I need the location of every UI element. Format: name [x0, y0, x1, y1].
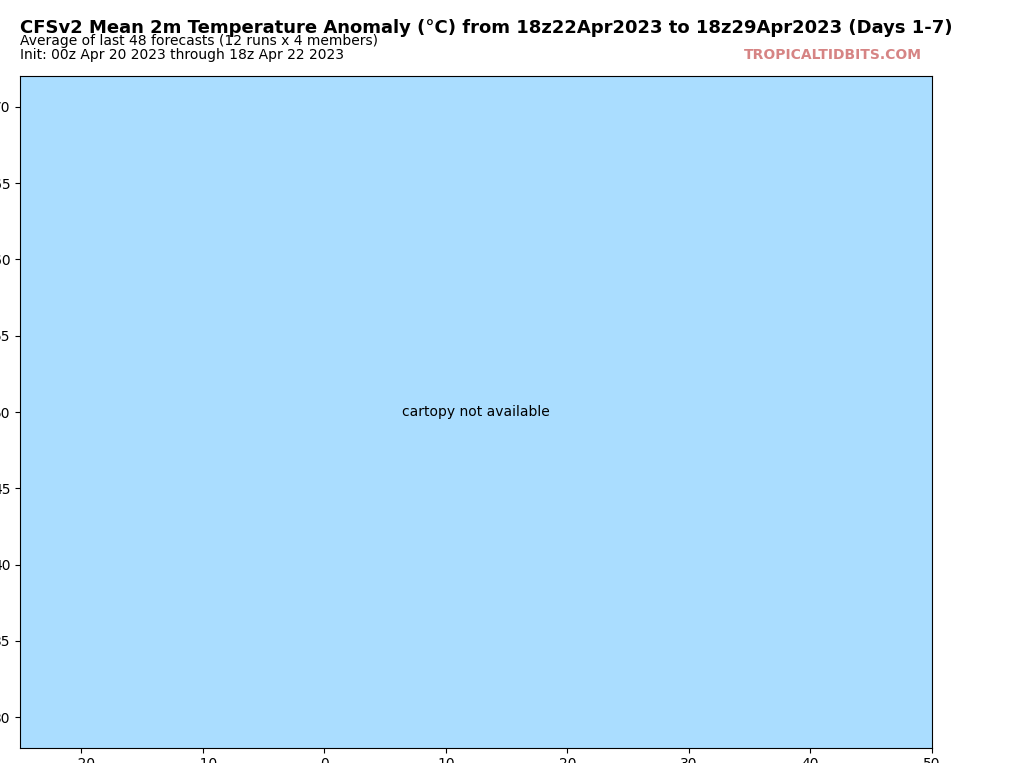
- Text: Average of last 48 forecasts (12 runs x 4 members): Average of last 48 forecasts (12 runs x …: [20, 34, 379, 48]
- Text: Init: 00z Apr 20 2023 through 18z Apr 22 2023: Init: 00z Apr 20 2023 through 18z Apr 22…: [20, 48, 344, 62]
- Text: CFSv2 Mean 2m Temperature Anomaly (°C) from 18z22Apr2023 to 18z29Apr2023 (Days 1: CFSv2 Mean 2m Temperature Anomaly (°C) f…: [20, 19, 953, 37]
- Text: TROPICALTIDBITS.COM: TROPICALTIDBITS.COM: [743, 48, 922, 62]
- Text: cartopy not available: cartopy not available: [402, 405, 550, 419]
